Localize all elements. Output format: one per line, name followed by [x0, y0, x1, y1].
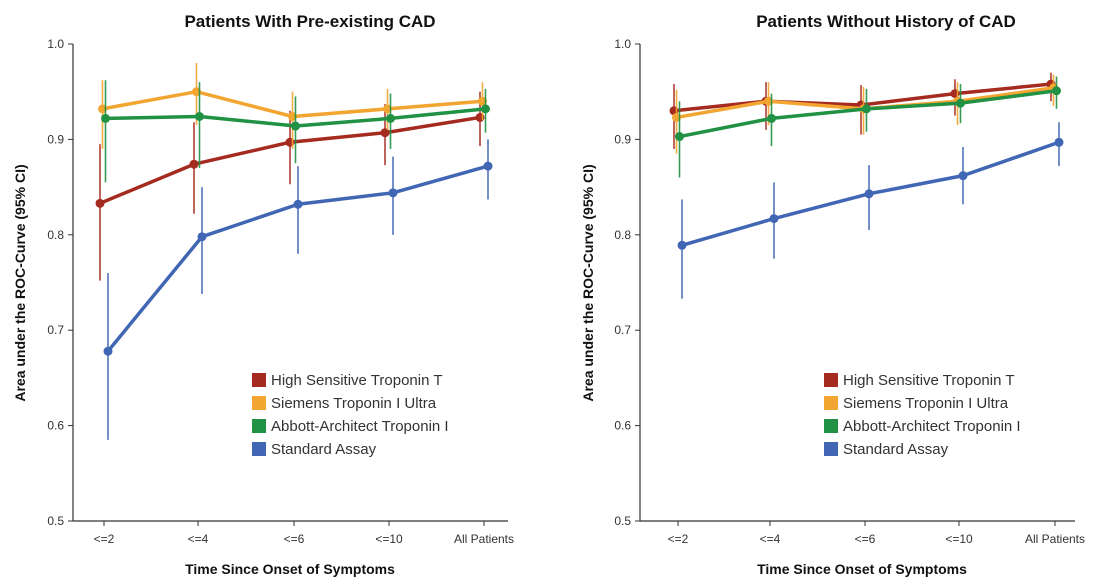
legend-label: High Sensitive Troponin T: [271, 372, 442, 389]
series-2: [672, 74, 1058, 154]
data-point: [677, 240, 687, 250]
x-tick-label: <=6: [855, 532, 876, 546]
x-axis-label: Time Since Onset of Symptoms: [185, 561, 395, 577]
x-tick-label: <=2: [94, 532, 115, 546]
legend-label: Siemens Troponin I Ultra: [271, 395, 437, 412]
legend-label: Standard Assay: [843, 441, 949, 458]
data-point: [388, 188, 398, 198]
y-tick-label: 0.7: [614, 323, 631, 337]
data-point: [103, 346, 113, 356]
x-tick-label: <=10: [375, 532, 403, 546]
data-point: [483, 161, 493, 171]
x-tick-label: <=6: [284, 532, 305, 546]
legend-label: Abbott-Architect Troponin I: [843, 418, 1021, 435]
legend-label: Siemens Troponin I Ultra: [843, 395, 1009, 412]
data-point: [958, 171, 968, 181]
data-point: [675, 132, 684, 142]
legend-label: High Sensitive Troponin T: [843, 372, 1014, 389]
x-tick-label: <=4: [188, 532, 209, 546]
data-point: [1054, 137, 1064, 147]
data-point: [386, 113, 395, 123]
legend-swatch: [252, 396, 266, 410]
x-tick-label: <=10: [945, 532, 973, 546]
y-tick-label: 0.9: [614, 132, 631, 146]
data-point: [1052, 86, 1061, 96]
y-tick-label: 0.5: [47, 514, 64, 528]
legend-swatch: [252, 419, 266, 433]
x-tick-label: <=4: [760, 532, 781, 546]
legend-swatch: [824, 442, 838, 456]
y-tick-label: 0.8: [614, 228, 631, 242]
y-tick-label: 0.6: [47, 419, 64, 433]
data-point: [195, 112, 204, 122]
chart-title: Patients With Pre-existing CAD: [184, 12, 435, 31]
x-tick-label: All Patients: [454, 532, 514, 546]
series-3: [101, 80, 490, 183]
y-tick-label: 1.0: [614, 37, 631, 51]
series-line: [677, 88, 1059, 139]
y-axis-label: Area under the ROC-Curve (95% CI): [12, 164, 28, 401]
series-4: [103, 139, 493, 440]
data-point: [862, 104, 871, 114]
y-tick-label: 0.6: [614, 419, 631, 433]
data-point: [189, 159, 199, 169]
x-tick-label: All Patients: [1025, 532, 1085, 546]
series-4: [677, 122, 1064, 299]
legend-label: Abbott-Architect Troponin I: [271, 418, 449, 435]
data-point: [293, 199, 303, 209]
legend: High Sensitive Troponin T Siemens Troponi…: [252, 372, 449, 458]
data-point: [956, 98, 965, 108]
data-point: [767, 113, 776, 123]
data-point: [864, 189, 874, 199]
legend-swatch: [252, 442, 266, 456]
y-tick-label: 0.7: [47, 323, 64, 337]
chart-panel-1: Patients With Pre-existing CAD 0.5 0.6 0.7 0…: [12, 12, 514, 577]
series-2: [98, 63, 487, 149]
y-tick-label: 1.0: [47, 37, 64, 51]
legend-swatch: [824, 396, 838, 410]
y-axis-label: Area under the ROC-Curve (95% CI): [580, 164, 596, 401]
data-point: [481, 104, 490, 114]
legend-swatch: [824, 419, 838, 433]
data-point: [769, 214, 779, 224]
y-tick-label: 0.9: [47, 132, 64, 146]
x-axis-label: Time Since Onset of Symptoms: [757, 561, 967, 577]
x-tick-label: <=2: [668, 532, 689, 546]
data-point: [95, 198, 105, 208]
legend-label: Standard Assay: [271, 441, 377, 458]
chart-panel-2: Patients Without History of CAD 0.5 0.6 0.7…: [580, 12, 1085, 577]
data-point: [101, 113, 110, 123]
legend-swatch: [824, 373, 838, 387]
data-point: [197, 232, 207, 242]
legend: High Sensitive Troponin T Siemens Troponi…: [824, 372, 1021, 458]
data-point: [291, 121, 300, 131]
y-tick-label: 0.8: [47, 228, 64, 242]
chart-title: Patients Without History of CAD: [756, 12, 1016, 31]
series-3: [675, 76, 1061, 178]
legend-swatch: [252, 373, 266, 387]
y-tick-label: 0.5: [614, 514, 631, 528]
data-point: [380, 128, 390, 138]
